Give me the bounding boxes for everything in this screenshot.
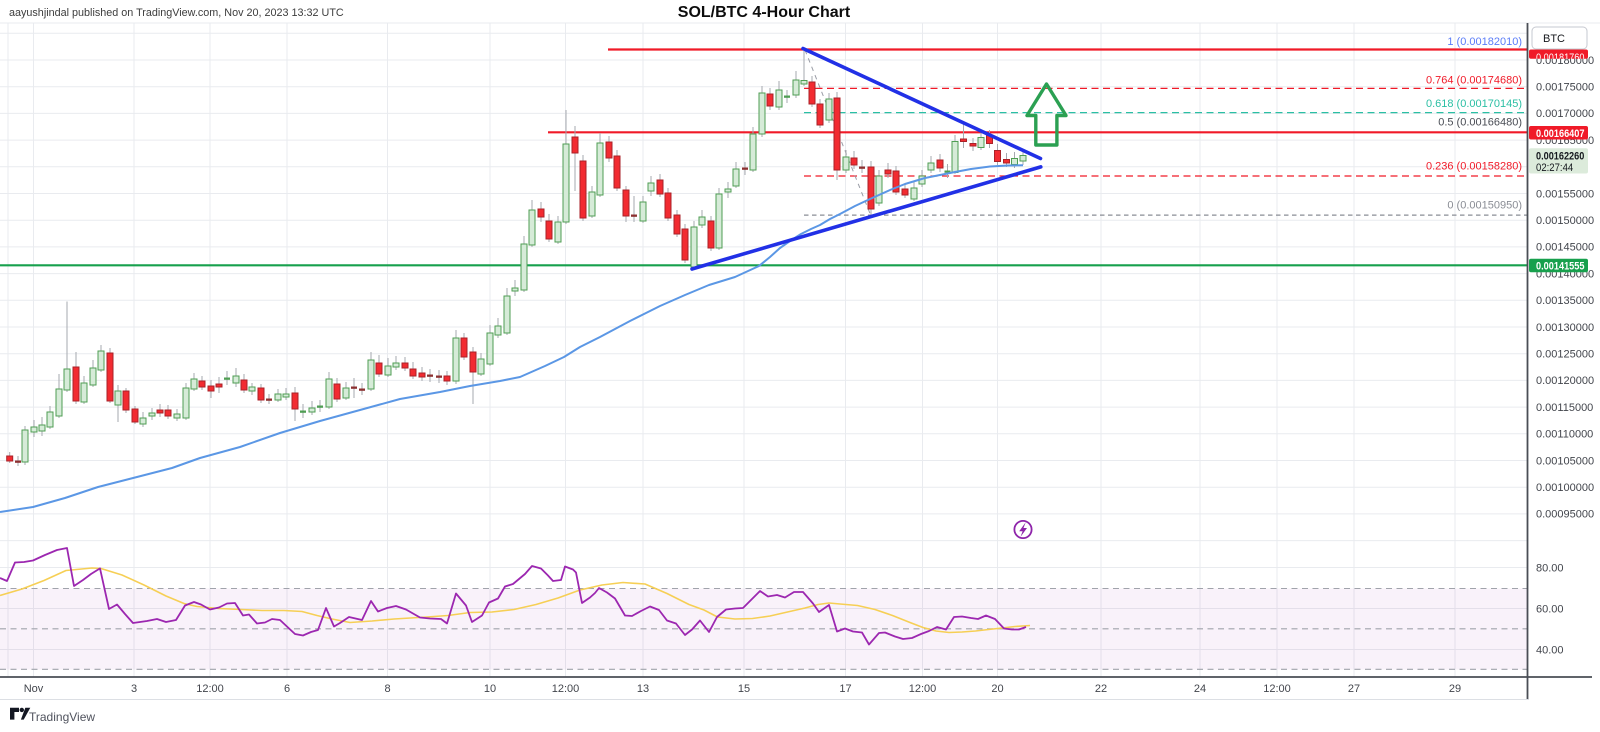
svg-text:12:00: 12:00	[909, 683, 937, 695]
svg-text:12:00: 12:00	[1263, 683, 1291, 695]
svg-text:0.00115000: 0.00115000	[1536, 402, 1593, 414]
svg-text:60.00: 60.00	[1536, 603, 1564, 615]
svg-text:Nov: Nov	[24, 683, 44, 695]
svg-text:0.618 (0.00170145): 0.618 (0.00170145)	[1426, 98, 1522, 110]
svg-text:0.00150000: 0.00150000	[1536, 215, 1594, 227]
svg-text:0.764 (0.00174680): 0.764 (0.00174680)	[1426, 74, 1522, 86]
svg-text:15: 15	[738, 683, 750, 695]
svg-text:BTC: BTC	[1543, 33, 1565, 45]
svg-text:1 (0.00182010): 1 (0.00182010)	[1447, 36, 1522, 48]
svg-text:0.00100000: 0.00100000	[1536, 482, 1594, 494]
svg-text:10: 10	[484, 683, 496, 695]
svg-text:12:00: 12:00	[552, 683, 580, 695]
svg-text:0.00125000: 0.00125000	[1536, 349, 1594, 361]
svg-text:TradingView: TradingView	[29, 710, 95, 724]
svg-text:22: 22	[1095, 683, 1107, 695]
svg-text:0.00145000: 0.00145000	[1536, 242, 1594, 254]
svg-text:0.236 (0.00158280): 0.236 (0.00158280)	[1426, 160, 1522, 172]
svg-text:80.00: 80.00	[1536, 562, 1564, 574]
svg-text:0.5 (0.00166480): 0.5 (0.00166480)	[1438, 116, 1522, 128]
svg-text:0 (0.00150950): 0 (0.00150950)	[1447, 199, 1522, 211]
svg-text:13: 13	[637, 683, 649, 695]
svg-text:20: 20	[991, 683, 1003, 695]
svg-text:8: 8	[384, 683, 390, 695]
svg-text:0.00175000: 0.00175000	[1536, 82, 1594, 94]
svg-text:12:00: 12:00	[196, 683, 224, 695]
svg-text:02:27:44: 02:27:44	[1536, 162, 1573, 174]
svg-text:3: 3	[131, 683, 137, 695]
svg-text:0.00105000: 0.00105000	[1536, 455, 1594, 467]
svg-text:17: 17	[839, 683, 851, 695]
svg-text:0.00120000: 0.00120000	[1536, 375, 1594, 387]
svg-text:6: 6	[284, 683, 290, 695]
svg-text:aayushjindal published on Trad: aayushjindal published on TradingView.co…	[9, 7, 344, 19]
svg-text:0.00130000: 0.00130000	[1536, 322, 1594, 334]
svg-text:0.00181760: 0.00181760	[1536, 52, 1585, 64]
svg-text:SOL/BTC 4-Hour Chart: SOL/BTC 4-Hour Chart	[678, 4, 851, 21]
svg-text:0.00095000: 0.00095000	[1536, 509, 1594, 521]
svg-text:24: 24	[1194, 683, 1206, 695]
svg-text:29: 29	[1449, 683, 1461, 695]
svg-text:0.00110000: 0.00110000	[1536, 429, 1593, 441]
svg-text:0.00166407: 0.00166407	[1536, 128, 1585, 140]
svg-text:0.00155000: 0.00155000	[1536, 188, 1594, 200]
svg-text:0.00135000: 0.00135000	[1536, 295, 1594, 307]
svg-text:27: 27	[1348, 683, 1360, 695]
svg-text:0.00141555: 0.00141555	[1536, 260, 1585, 272]
svg-text:40.00: 40.00	[1536, 644, 1564, 656]
svg-text:0.00170000: 0.00170000	[1536, 108, 1594, 120]
svg-text:0.00162260: 0.00162260	[1536, 151, 1584, 163]
